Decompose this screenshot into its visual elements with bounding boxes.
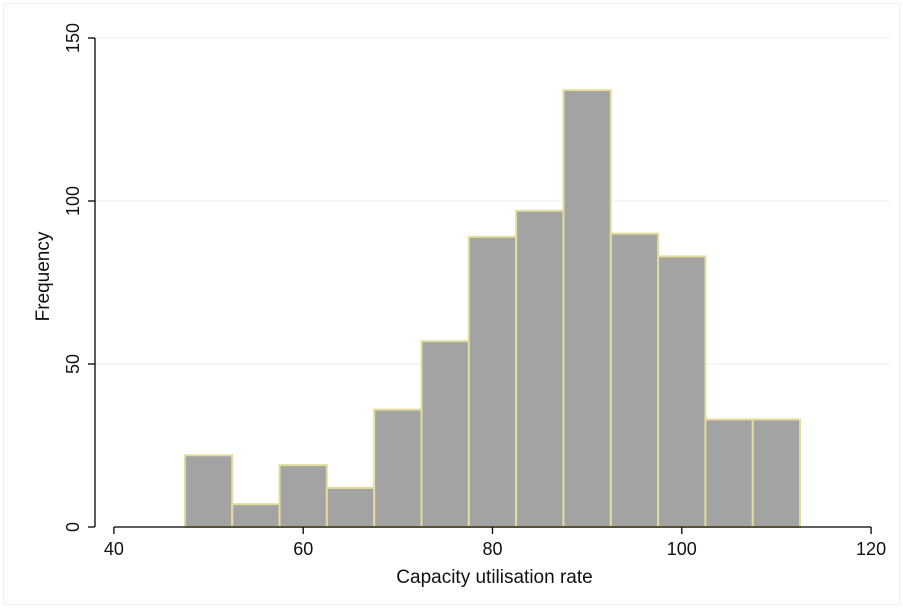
y-tick-label-150: 150 bbox=[63, 23, 83, 53]
y-axis-title: Frequency bbox=[33, 231, 54, 321]
histogram-bar-2 bbox=[231, 503, 281, 528]
x-axis-title: Capacity utilisation rate bbox=[396, 567, 592, 588]
histogram-bar-10 bbox=[609, 232, 660, 528]
x-tick-label-40: 40 bbox=[104, 539, 124, 559]
histogram-bars bbox=[183, 89, 802, 529]
histogram-bar-11 bbox=[657, 255, 707, 528]
y-tick-label-100: 100 bbox=[63, 186, 83, 216]
histogram-bar-1 bbox=[183, 454, 234, 528]
histogram-bar-6 bbox=[420, 340, 470, 528]
histogram-bar-9 bbox=[562, 89, 612, 528]
tick-labels: 0 50 100 150 40 60 80 100 120 bbox=[63, 23, 886, 559]
histogram-bar-12 bbox=[704, 418, 754, 529]
histogram-bar-8 bbox=[515, 209, 565, 528]
x-tick-label-60: 60 bbox=[293, 539, 313, 559]
histogram-bar-4 bbox=[325, 486, 376, 529]
axes bbox=[88, 37, 872, 534]
histogram-bar-7 bbox=[467, 235, 518, 529]
histogram-bar-3 bbox=[278, 464, 328, 528]
x-tick-label-80: 80 bbox=[482, 539, 502, 559]
x-tick-label-120: 120 bbox=[856, 539, 886, 559]
y-tick-label-50: 50 bbox=[63, 354, 83, 374]
y-tick-label-0: 0 bbox=[63, 522, 83, 532]
histogram-bar-13 bbox=[751, 418, 802, 529]
x-tick-label-100: 100 bbox=[667, 539, 697, 559]
histogram-bar-5 bbox=[373, 408, 423, 529]
